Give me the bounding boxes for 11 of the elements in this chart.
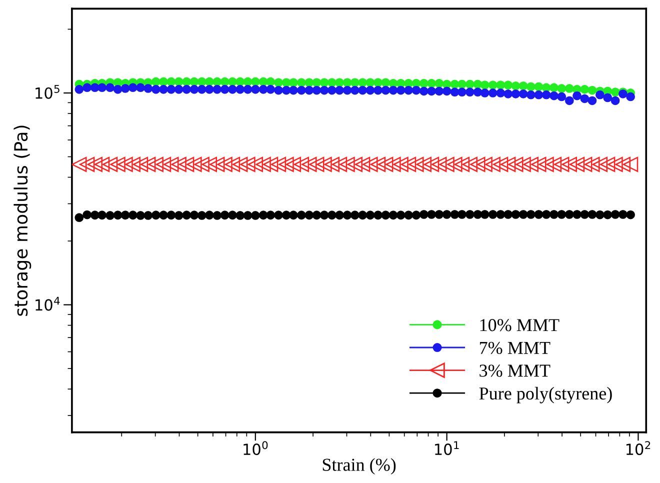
y-axis-title: storage modulus (Pa) [14, 126, 32, 316]
x-axis-title: Strain (%) [322, 458, 396, 475]
x-tick-label: 10$^{0}$ [244, 441, 268, 456]
legend-label: Pure poly(styrene) [479, 386, 612, 404]
legend-label: 3% MMT [480, 364, 550, 377]
legend-label: 10% MMT [480, 319, 560, 332]
legend-label: 7% MMT [480, 342, 550, 354]
y-tick-label: 10$^{5}$ [36, 85, 60, 99]
x-tick-label: 10$^{1}$ [435, 441, 459, 456]
y-tick-label: 10$^{4}$ [36, 296, 60, 311]
x-tick-label: 10$^{2}$ [626, 441, 650, 456]
